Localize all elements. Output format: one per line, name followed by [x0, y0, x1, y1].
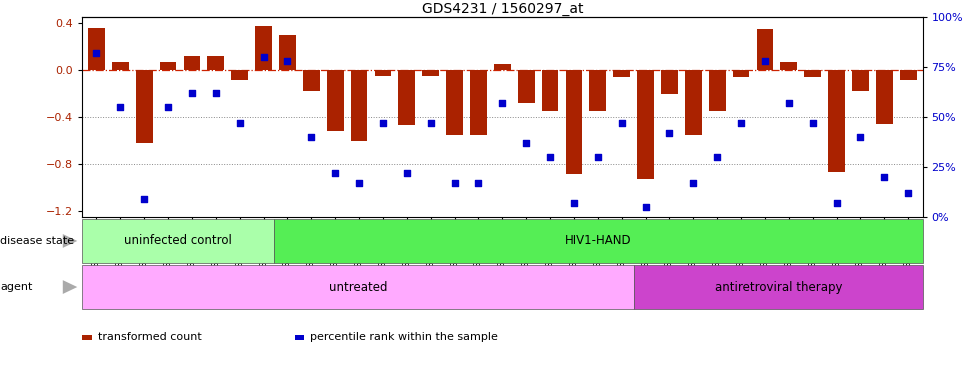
Point — [829, 200, 844, 206]
Point — [805, 120, 820, 126]
Text: untreated: untreated — [329, 281, 387, 293]
Bar — [279, 35, 296, 70]
Text: antiretroviral therapy: antiretroviral therapy — [715, 281, 842, 293]
Bar — [900, 70, 917, 79]
Bar — [565, 70, 582, 174]
Bar — [733, 70, 750, 77]
Bar — [184, 56, 200, 70]
Point — [232, 120, 247, 126]
Point — [423, 120, 439, 126]
Point — [256, 54, 271, 60]
Point — [495, 100, 510, 106]
Point — [113, 104, 128, 110]
Text: transformed count: transformed count — [98, 332, 201, 343]
Point — [280, 58, 296, 64]
Bar — [518, 70, 534, 103]
Point — [399, 170, 414, 176]
Point — [733, 120, 749, 126]
Point — [447, 180, 463, 186]
Point — [686, 180, 701, 186]
Point — [781, 100, 797, 106]
Bar — [398, 70, 415, 125]
Bar — [470, 70, 487, 135]
Point — [614, 120, 630, 126]
Text: agent: agent — [0, 282, 33, 292]
Bar — [303, 70, 320, 91]
Bar — [685, 70, 701, 135]
Title: GDS4231 / 1560297_at: GDS4231 / 1560297_at — [421, 2, 583, 16]
Point — [160, 104, 176, 110]
Bar — [756, 29, 774, 70]
Text: percentile rank within the sample: percentile rank within the sample — [310, 332, 497, 343]
Bar — [852, 70, 868, 91]
Bar — [422, 70, 440, 76]
Point — [519, 140, 534, 146]
Point — [638, 204, 653, 210]
Bar — [159, 62, 177, 70]
Bar — [589, 70, 607, 111]
Point — [327, 170, 343, 176]
Bar — [805, 70, 821, 77]
Point — [900, 190, 916, 196]
Bar — [446, 70, 463, 135]
Bar — [876, 70, 893, 124]
Bar — [494, 64, 511, 70]
Bar — [781, 62, 797, 70]
Bar — [828, 70, 845, 172]
Point — [709, 154, 724, 160]
Text: HIV1-HAND: HIV1-HAND — [565, 235, 632, 247]
Bar — [136, 70, 153, 143]
Bar — [375, 70, 391, 76]
Point — [89, 50, 104, 56]
Point — [208, 90, 223, 96]
Text: uninfected control: uninfected control — [125, 235, 232, 247]
Bar — [661, 70, 678, 94]
Bar — [88, 28, 104, 70]
Bar — [255, 25, 271, 70]
Bar — [208, 56, 224, 70]
Point — [876, 174, 892, 180]
Point — [566, 200, 582, 206]
Point — [662, 130, 677, 136]
Point — [853, 134, 868, 140]
Bar — [231, 70, 248, 79]
Point — [136, 196, 152, 202]
Point — [375, 120, 390, 126]
Text: disease state: disease state — [0, 236, 74, 246]
Point — [303, 134, 319, 140]
Bar — [542, 70, 558, 111]
Bar — [638, 70, 654, 179]
Point — [542, 154, 557, 160]
Point — [757, 58, 773, 64]
Bar — [112, 62, 128, 70]
Point — [352, 180, 367, 186]
Point — [590, 154, 606, 160]
Bar — [613, 70, 630, 77]
Bar — [709, 70, 725, 111]
Bar — [351, 70, 367, 141]
Bar — [327, 70, 344, 131]
Point — [470, 180, 486, 186]
Point — [185, 90, 200, 96]
